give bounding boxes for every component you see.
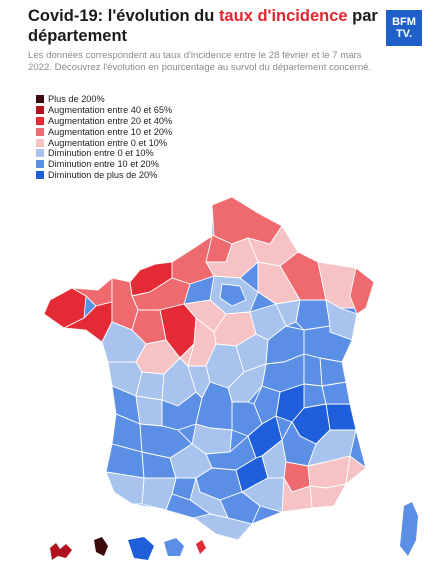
legend: Plus de 200% Augmentation entre 40 et 65… [36,94,172,180]
legend-item: Augmentation entre 0 et 10% [36,137,172,148]
legend-swatch [36,160,44,169]
legend-swatch [36,95,44,104]
guyane [128,537,154,560]
legend-item: Augmentation entre 40 et 65% [36,105,172,116]
dept-nord [211,197,283,245]
dept-indre-et-loire [179,342,195,367]
legend-label: Diminution entre 10 et 20% [48,159,159,170]
legend-item: Augmentation entre 20 et 40% [36,116,172,127]
legend-item: Plus de 200% [36,94,172,105]
dept-haute-savoie [321,381,351,405]
dept-charente [135,395,163,427]
martinique [94,537,108,556]
overseas-territories [50,502,418,560]
logo-line2: TV. [395,28,413,40]
dept-jura [303,353,323,387]
title-part1: Covid-19: l'évolution du [28,7,219,25]
bfmtv-logo: BFM TV. [386,10,422,46]
legend-label: Plus de 200% [48,94,105,105]
corsica [400,502,418,556]
legend-label: Diminution de plus de 20% [48,169,158,180]
legend-item: Diminution entre 10 et 20% [36,159,172,170]
legend-label: Augmentation entre 40 et 65% [48,105,173,116]
dept-haute-marne [295,299,331,331]
legend-label: Augmentation entre 10 et 20% [48,126,173,137]
guadeloupe [50,543,72,560]
title-part2: par [347,7,378,25]
title-highlight: taux d'incidence [218,7,348,25]
legend-label: Diminution entre 0 et 10% [48,148,154,159]
legend-swatch [36,106,44,115]
legend-swatch [36,116,44,125]
page-title: Covid-19: l'évolution du taux d'incidenc… [28,6,384,46]
legend-item: Diminution de plus de 20% [36,170,172,181]
title-line2: département [28,27,128,45]
logo-line1: BFM [392,16,416,28]
reunion [164,538,184,556]
legend-label: Augmentation entre 20 et 40% [48,115,173,126]
legend-item: Diminution entre 0 et 10% [36,148,172,159]
dept-var [309,483,347,509]
mayotte [196,540,206,554]
dept-paris-core [219,283,247,307]
subtitle: Les données correspondent au taux d'inci… [28,50,372,73]
dept-alpes-maritimes [345,455,367,486]
legend-swatch [36,127,44,136]
dept-pyrenees-atlantiques [105,471,145,505]
mainland-france [43,196,375,541]
dept-savoie [325,403,357,431]
legend-swatch [36,149,44,158]
legend-swatch [36,170,44,179]
dept-aude [192,513,253,540]
legend-item: Augmentation entre 10 et 20% [36,126,172,137]
header: Covid-19: l'évolution du taux d'incidenc… [28,6,384,74]
legend-swatch [36,138,44,147]
legend-label: Augmentation entre 0 et 10% [48,137,168,148]
